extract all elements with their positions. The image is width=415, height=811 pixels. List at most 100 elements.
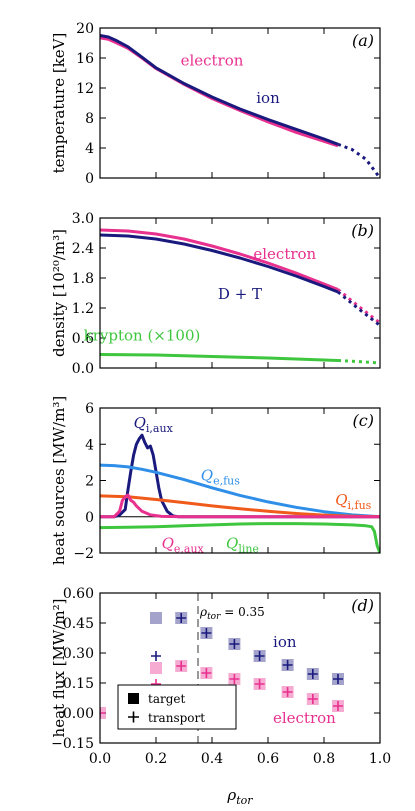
data-point-plus xyxy=(201,628,212,638)
x-axis-label: ρtor xyxy=(226,786,253,807)
legend-label-target: target xyxy=(148,692,185,706)
y-tick-label: 0.30 xyxy=(63,646,94,662)
annotation-electron: electron xyxy=(181,52,244,70)
data-point-plus xyxy=(100,708,105,718)
annotation-ion: ion xyxy=(256,89,280,107)
threshold-label-rest: = 0.35 xyxy=(220,605,264,619)
y-tick-label: 16 xyxy=(76,51,94,67)
annotation-electron: electron xyxy=(253,245,316,263)
x-tick-label: 0.8 xyxy=(313,751,335,767)
annotation-sub: e,aux xyxy=(174,542,205,555)
series-line-q-line xyxy=(100,522,380,553)
y-tick-label: 3.0 xyxy=(72,211,94,227)
annotation-krypton-100-: krypton (×100) xyxy=(84,327,201,345)
y-tick-label: 0.0 xyxy=(72,361,94,377)
panel-label: (c) xyxy=(353,411,374,430)
panel-a: 0 4 8 12 16 20 temperature [keV] (a) electron ion xyxy=(50,21,381,187)
y-tick-label: 0 xyxy=(85,171,94,187)
panel-label: (d) xyxy=(351,596,374,615)
legend-square-marker xyxy=(128,693,139,704)
series-line-electron xyxy=(100,228,339,291)
y-tick-label: 1.2 xyxy=(72,301,94,317)
annotation-q-i-aux: Qi,aux xyxy=(134,414,174,435)
annotation-main: Q xyxy=(162,534,174,552)
y-axis-label: temperature [keV] xyxy=(50,33,68,174)
y-tick-label: 0.60 xyxy=(63,586,94,602)
threshold-label-main: ρ xyxy=(199,605,207,619)
x-tick-label: 0.0 xyxy=(89,751,111,767)
annotation-main: Q xyxy=(134,414,146,432)
x-axis-label-sub: tor xyxy=(236,794,253,807)
y-tick-label: 4 xyxy=(85,141,94,157)
annotation-sub: i,aux xyxy=(146,422,174,435)
annotation-electron: electron xyxy=(273,709,336,727)
x-tick-label: 1.0 xyxy=(369,751,391,767)
data-point-plus xyxy=(282,660,293,670)
y-tick-label: 2.4 xyxy=(72,241,94,257)
y-tick-label: −2 xyxy=(73,546,94,562)
data-point-plus xyxy=(307,669,318,679)
extrapolation-line xyxy=(337,142,380,178)
data-point-plus xyxy=(333,674,343,684)
y-tick-label: 0.00 xyxy=(63,706,94,722)
plot-area xyxy=(100,433,380,553)
data-point-square xyxy=(150,612,162,624)
annotation-sub: e,fus xyxy=(213,475,240,488)
y-tick-label: 20 xyxy=(76,21,94,37)
annotation-q-i-fus: Qi,fus xyxy=(335,491,371,512)
axes-frame xyxy=(99,27,381,179)
series-line-q-i-aux xyxy=(100,433,380,519)
x-axis-label-main: ρ xyxy=(226,786,236,804)
axes-frame xyxy=(99,217,381,369)
series-line-krypton-100- xyxy=(100,353,339,362)
annotation-q-line: Qline xyxy=(226,534,259,555)
annotation-q-e-fus: Qe,fus xyxy=(201,467,240,488)
y-tick-label: 0.15 xyxy=(63,676,94,692)
y-tick-label: 2 xyxy=(85,474,94,490)
plot-area xyxy=(100,228,380,365)
axes-frame xyxy=(99,592,381,744)
data-point-plus xyxy=(176,661,187,671)
extrapolation-line xyxy=(337,288,380,325)
threshold-label: ρtor = 0.35 xyxy=(199,605,265,622)
threshold-label-sub: tor xyxy=(207,612,221,622)
data-point-plus xyxy=(282,687,293,697)
y-tick-label: −0.15 xyxy=(51,736,94,752)
y-axis-label: density [10²⁰/m³] xyxy=(50,229,68,357)
legend-label-transport: transport xyxy=(148,711,205,725)
legend-plus-marker xyxy=(128,711,139,723)
panel-label: (a) xyxy=(352,31,374,50)
y-tick-label: 8 xyxy=(85,111,94,127)
extrapolation-line xyxy=(337,290,380,327)
legend-box xyxy=(117,684,237,730)
data-point-plus xyxy=(229,674,240,684)
y-tick-label: 1.8 xyxy=(72,271,94,287)
axes-frame xyxy=(99,407,381,554)
y-tick-label: 0.6 xyxy=(72,331,94,347)
x-tick-label: 0.2 xyxy=(145,751,167,767)
annotation-sub: line xyxy=(238,542,259,555)
annotation-d-t: D + T xyxy=(218,285,262,303)
data-point-plus xyxy=(229,639,240,649)
annotation-main: Q xyxy=(201,467,213,485)
data-point-square xyxy=(150,662,162,674)
series-line-q-e-aux xyxy=(100,493,380,519)
panel-d: −0.15 0.00 0.15 0.30 0.45 0.60 0.0 0.2 0.4 0.6 0.8… xyxy=(50,586,391,807)
y-axis-label: heat sources [MW/m³] xyxy=(50,396,68,565)
series-line-ion xyxy=(100,34,339,146)
legend: target transport xyxy=(117,684,237,730)
plot-area xyxy=(100,593,344,743)
annotation-main: Q xyxy=(226,534,238,552)
data-point-plus xyxy=(254,651,265,661)
annotation-ion: ion xyxy=(273,633,297,651)
x-tick-label: 0.4 xyxy=(201,751,223,767)
data-point-plus xyxy=(333,701,343,711)
panel-label: (b) xyxy=(351,221,374,240)
y-tick-label: 4 xyxy=(85,437,94,453)
data-point-plus xyxy=(254,679,265,689)
plot-area xyxy=(100,34,380,178)
extrapolation-line xyxy=(337,359,380,365)
y-tick-label: 0.45 xyxy=(63,616,94,632)
